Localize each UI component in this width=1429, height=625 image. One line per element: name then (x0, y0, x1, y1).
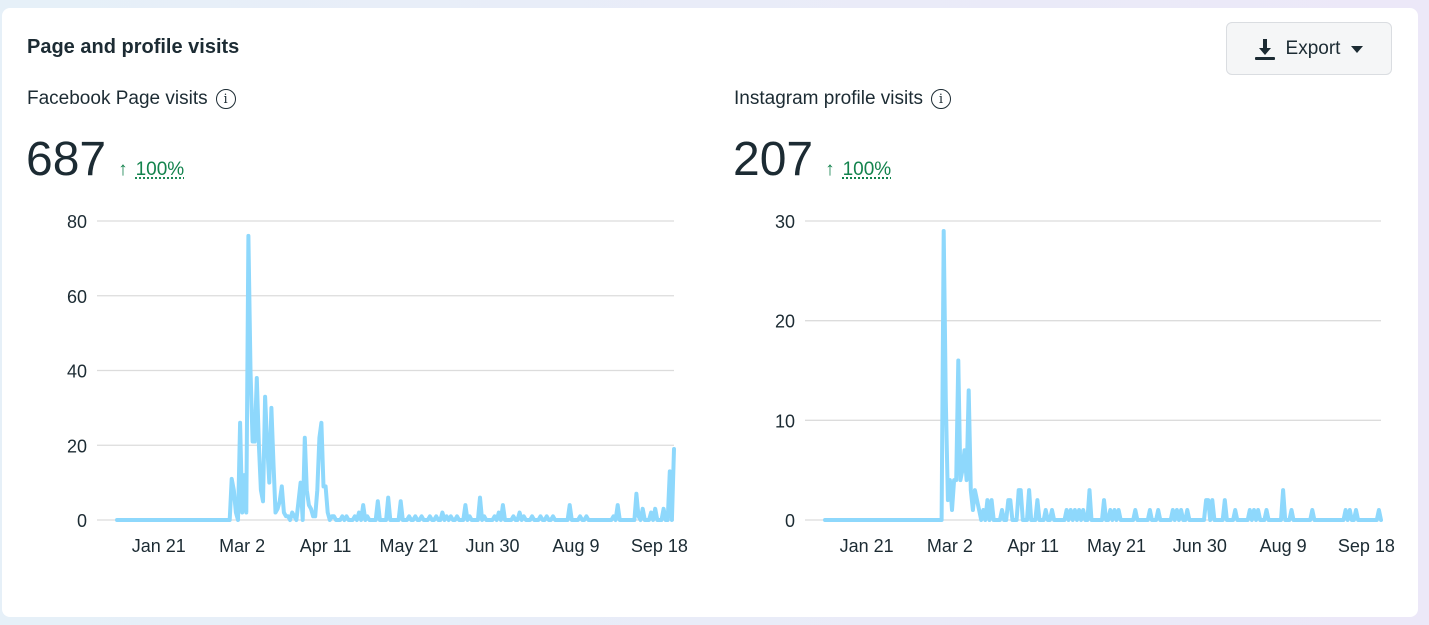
y-tick-label: 60 (67, 287, 87, 307)
x-tick-label: Aug 9 (552, 536, 599, 556)
x-tick-label: Jun 30 (465, 536, 519, 556)
x-tick-label: May 21 (1087, 536, 1146, 556)
y-tick-label: 0 (77, 511, 87, 531)
series-line[interactable] (823, 229, 1383, 522)
instagram-change-value[interactable]: 100% (842, 159, 892, 180)
y-tick-label: 30 (775, 212, 795, 232)
facebook-change-value[interactable]: 100% (135, 159, 185, 180)
y-tick-label: 20 (775, 312, 795, 332)
arrow-up-icon: ↑ (825, 159, 835, 180)
y-tick-label: 20 (67, 436, 87, 456)
instagram-total: 207 (733, 133, 814, 186)
instagram-subtitle: Instagram profile visits i (734, 88, 952, 110)
card-title: Page and profile visits (27, 36, 240, 58)
facebook-change: ↑ 100% (118, 159, 184, 181)
caret-down-icon (1350, 44, 1364, 54)
x-tick-label: Apr 11 (1007, 536, 1059, 556)
facebook-visits-label: Facebook Page visits (27, 88, 208, 109)
facebook-subtitle: Facebook Page visits i (27, 88, 236, 110)
x-tick-label: Sep 18 (1338, 536, 1395, 556)
instagram-visits-label: Instagram profile visits (734, 88, 924, 109)
download-icon (1254, 37, 1276, 61)
y-tick-label: 40 (67, 362, 87, 382)
x-tick-label: Mar 2 (927, 536, 973, 556)
y-tick-label: 80 (67, 212, 87, 232)
x-tick-label: May 21 (380, 536, 439, 556)
arrow-up-icon: ↑ (118, 159, 128, 180)
facebook-metric: 687 ↑ 100% (26, 132, 184, 187)
x-tick-label: Sep 18 (631, 536, 688, 556)
info-icon[interactable]: i (931, 89, 952, 109)
export-button[interactable]: Export (1226, 22, 1392, 75)
x-tick-label: Mar 2 (219, 536, 265, 556)
y-tick-label: 10 (775, 411, 795, 431)
info-icon[interactable]: i (215, 89, 236, 109)
x-tick-label: Jan 21 (840, 536, 894, 556)
x-tick-label: Aug 9 (1260, 536, 1307, 556)
y-tick-label: 0 (785, 511, 795, 531)
facebook-total: 687 (26, 133, 107, 186)
export-label: Export (1285, 37, 1341, 59)
x-tick-label: Apr 11 (300, 536, 352, 556)
x-tick-label: Jan 21 (132, 536, 186, 556)
facebook-visits-chart: 0 20 40 60 80 Jan 21 Mar 2 Apr 11 May 21 Jun 30 Au… (67, 212, 688, 556)
series-line[interactable] (115, 233, 676, 522)
instagram-change: ↑ 100% (825, 159, 891, 181)
instagram-metric: 207 ↑ 100% (733, 132, 891, 187)
x-tick-label: Jun 30 (1173, 536, 1227, 556)
instagram-visits-chart: 0 10 20 30 Jan 21 Mar 2 Apr 11 May 21 Jun 30 Aug … (775, 212, 1395, 556)
